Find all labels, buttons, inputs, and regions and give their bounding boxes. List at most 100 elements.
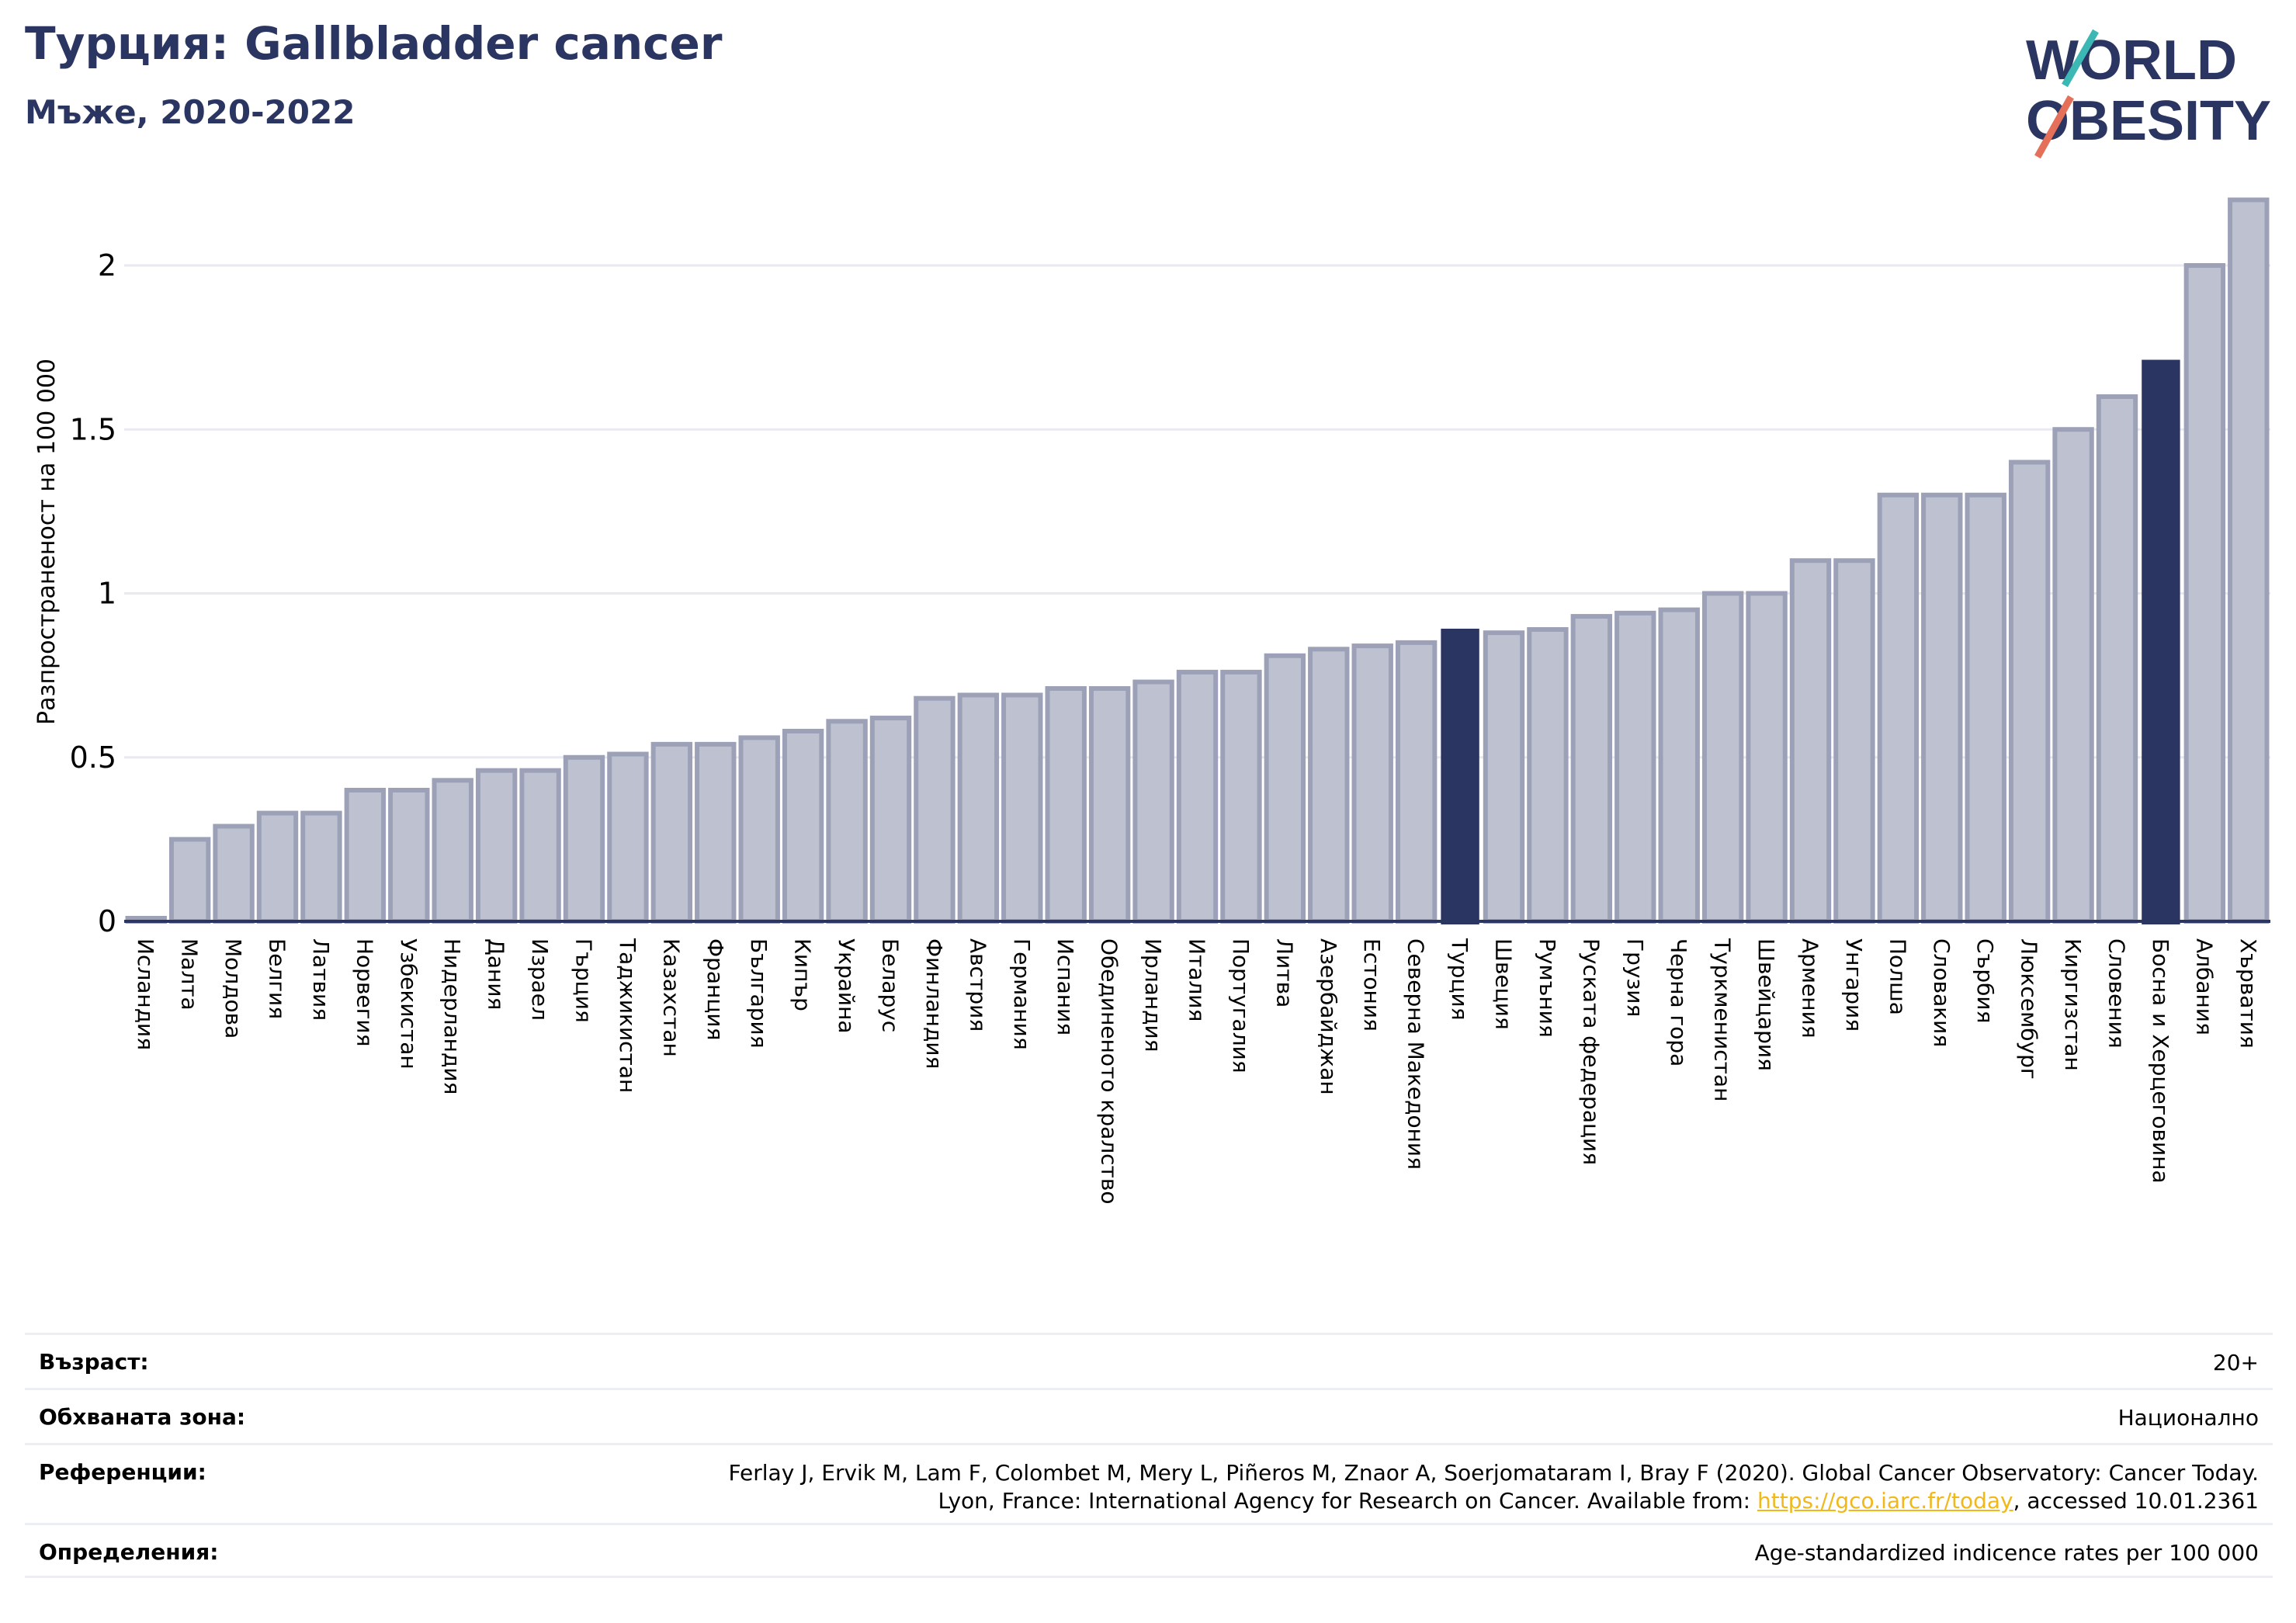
meta-refs-link[interactable]: https://gco.iarc.fr/today (1757, 1488, 2013, 1514)
x-tick-label: Таджикистан (615, 938, 640, 1093)
x-tick-label: Финландия (921, 938, 947, 1069)
x-tick-label: Литва (1271, 938, 1297, 1007)
x-tick-label: Словения (2104, 938, 2130, 1049)
meta-age-value: 20+ (2212, 1350, 2259, 1375)
bar-38 (1746, 591, 1788, 924)
x-tick-label: Латвия (308, 938, 334, 1021)
meta-coverage-label: Обхваната зона: (39, 1404, 246, 1430)
bar-30 (1395, 640, 1438, 924)
x-tick-label: Люксембург (2017, 938, 2042, 1080)
meta-defs-value: Age-standardized indicence rates per 100… (1754, 1540, 2259, 1566)
x-tick-label: Белгия (265, 938, 290, 1019)
x-tick-label: Германия (1009, 938, 1035, 1050)
x-tick-label: Туркменистан (1710, 938, 1736, 1101)
bar-45 (2052, 427, 2094, 924)
meta-refs-line1: Ferlay J, Ervik M, Lam F, Colombet M, Me… (728, 1460, 2259, 1486)
bar-21 (1001, 692, 1043, 924)
x-tick-label: Армения (1798, 938, 1823, 1039)
x-tick-label: Узбекистан (396, 938, 421, 1070)
bar-18 (869, 716, 912, 924)
x-tick-label: Беларус (878, 938, 903, 1032)
meta-refs-value: Ferlay J, Ervik M, Lam F, Colombet M, Me… (728, 1459, 2259, 1515)
y-tick-label: 0 (98, 904, 116, 938)
bar-27 (1264, 653, 1306, 924)
bar-44 (2008, 460, 2051, 924)
meta-refs-label: Референции: (39, 1459, 206, 1485)
meta-defs-label: Определения: (39, 1539, 219, 1565)
bars (125, 197, 2270, 924)
x-tick-label: Дания (484, 938, 509, 1010)
bar-6 (344, 788, 387, 924)
x-tick-label: Северна Македония (1403, 938, 1429, 1170)
x-tick-label: Киргизстан (2060, 938, 2086, 1071)
bar-14 (695, 741, 737, 924)
bar-35 (1614, 610, 1656, 924)
x-tick-label: Хърватия (2235, 938, 2261, 1049)
x-tick-label: България (746, 938, 772, 1049)
y-tick-label: 1 (98, 577, 116, 611)
x-tick-label: Гърция (571, 938, 597, 1023)
logo-text-world: WORLD (2026, 29, 2237, 92)
bar-12 (607, 751, 649, 924)
x-tick-label: Полша (1885, 938, 1910, 1015)
bar-19 (914, 695, 956, 924)
bar-46 (2096, 394, 2138, 924)
x-tick-label: Словакия (1929, 938, 1954, 1047)
meta-refs-line2-pre: Lyon, France: International Agency for R… (938, 1488, 1757, 1514)
bar-42 (1921, 492, 1963, 924)
bar-29 (1351, 643, 1393, 924)
x-tick-label: Израел (527, 938, 553, 1021)
bar-8 (432, 778, 473, 924)
x-tick-label: Босна и Херцеговина (2148, 938, 2173, 1184)
y-tick-label: 0.5 (70, 740, 116, 775)
bar-28 (1308, 647, 1350, 924)
x-tick-label: Франция (702, 938, 728, 1040)
x-tick-label: Украйна (834, 938, 859, 1034)
x-tick-label: Румъния (1535, 938, 1560, 1038)
x-tick-label: Черна гора (1666, 938, 1691, 1066)
x-tick-label: Руската федерация (1578, 938, 1604, 1165)
x-tick-label: Естония (1359, 938, 1385, 1032)
bar-31 (1441, 628, 1479, 924)
y-tick-label: 1.5 (70, 412, 116, 446)
y-tick-label: 2 (98, 248, 116, 283)
meta-row-definitions: Определения: Age-standardized indicence … (25, 1523, 2273, 1578)
bar-25 (1176, 669, 1219, 924)
meta-refs-line2-post: , accessed 10.01.2361 (2013, 1488, 2259, 1514)
bar-3 (213, 824, 255, 924)
x-tick-label: Ирландия (1140, 938, 1166, 1052)
x-tick-label: Португалия (1228, 938, 1254, 1073)
meta-row-coverage: Обхваната зона: Национално (25, 1388, 2273, 1443)
logo-slash-coral (2034, 95, 2074, 159)
bar-20 (957, 692, 1000, 924)
bar-24 (1132, 679, 1174, 924)
x-tick-label: Нидерландия (439, 938, 465, 1094)
axes: 0 0.5 1 1.5 2 Исландия Малта Молдова Белгия Латви… (70, 248, 2270, 1204)
x-tick-label: Албания (2191, 938, 2217, 1035)
bar-2 (168, 837, 211, 924)
bar-22 (1045, 686, 1087, 924)
x-tick-label: Грузия (1622, 938, 1648, 1017)
bar-36 (1658, 607, 1700, 924)
bar-26 (1220, 669, 1262, 924)
bar-32 (1483, 630, 1525, 924)
meta-row-age: Възраст: 20+ (25, 1333, 2273, 1388)
bar-4 (256, 810, 299, 924)
world-obesity-logo: WORLD OBESITY (2026, 29, 2271, 159)
bar-33 (1527, 626, 1569, 924)
x-tick-label: Обединеното кралство (1097, 938, 1122, 1204)
bar-43 (1965, 492, 2006, 924)
bar-37 (1701, 591, 1744, 924)
bar-39 (1789, 558, 1832, 924)
bar-7 (388, 788, 430, 924)
bar-chart: 0 0.5 1 1.5 2 Исландия Малта Молдова Белгия Латви… (33, 197, 2270, 1204)
bar-47 (2142, 359, 2180, 924)
x-tick-label: Исландия (133, 938, 158, 1050)
chart-title: Турция: Gallbladder cancer (25, 17, 723, 70)
bar-40 (1833, 558, 1875, 924)
x-tick-label: Испания (1053, 938, 1078, 1035)
bar-41 (1877, 492, 1920, 924)
meta-age-label: Възраст: (39, 1349, 149, 1375)
meta-row-references: Референции: Ferlay J, Ervik M, Lam F, Co… (25, 1443, 2273, 1523)
x-tick-label: Молдова (220, 938, 246, 1039)
